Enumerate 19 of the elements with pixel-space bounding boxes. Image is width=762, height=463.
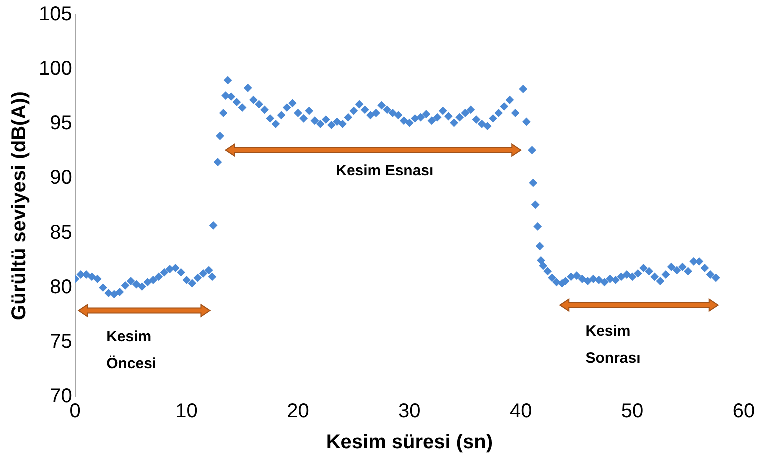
x-tick-label: 40 <box>510 400 532 423</box>
y-tick-label: 90 <box>50 167 72 190</box>
y-tick-label: 85 <box>50 222 72 244</box>
annotation: Kesim Esnası <box>336 162 434 180</box>
y-tick-label: 80 <box>50 276 72 298</box>
y-tick-label: 105 <box>38 4 72 26</box>
x-tick-label: 60 <box>732 400 756 423</box>
annotation: Kesim Öncesi <box>106 328 157 373</box>
x-tick-label: 10 <box>176 400 198 423</box>
y-axis-title: Gürültü seviyesi (dB(A)) <box>8 92 31 320</box>
x-axis-title: Kesim süresi (sn) <box>326 432 494 454</box>
x-tick-label: 50 <box>621 400 644 423</box>
x-tick-label: 0 <box>70 400 81 423</box>
y-tick-label: 75 <box>50 330 72 353</box>
annotation: Kesim Sonrası <box>586 322 641 368</box>
y-tick-label: 100 <box>38 58 72 80</box>
x-tick-label: 30 <box>398 400 421 423</box>
x-tick-label: 20 <box>287 400 310 423</box>
y-tick-label: 95 <box>50 112 72 135</box>
